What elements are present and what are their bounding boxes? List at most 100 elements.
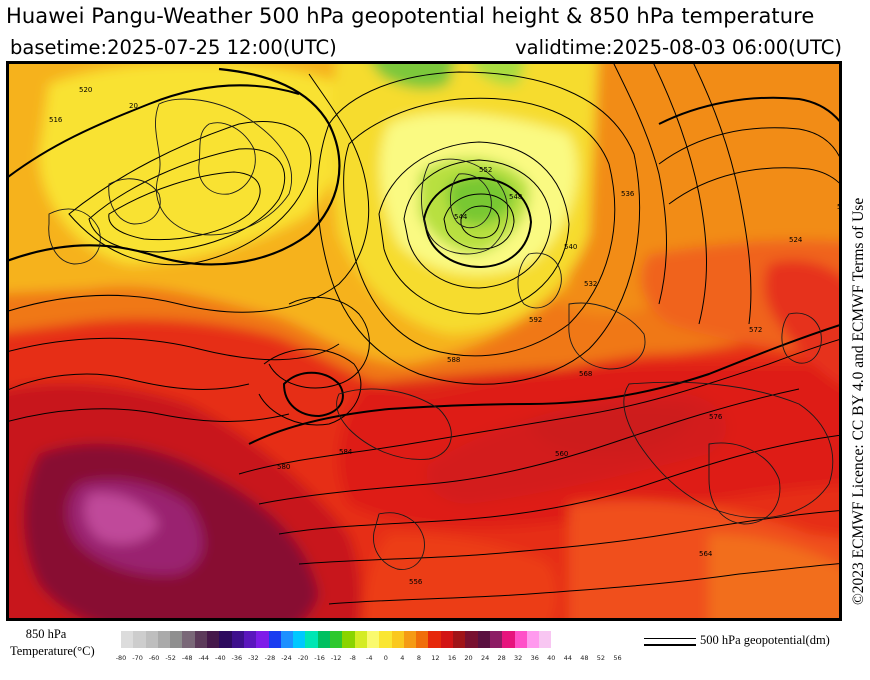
colorbar-swatch xyxy=(526,631,540,648)
contour-value-label: 552 xyxy=(479,166,492,174)
colorbar-tick-label: -20 xyxy=(297,654,309,662)
contour-value-label: 564 xyxy=(699,550,713,558)
contour-value-label: 560 xyxy=(555,450,568,458)
colorbar-swatch xyxy=(453,631,466,648)
colorbar-swatch xyxy=(366,631,380,648)
contour-value-label: 548 xyxy=(509,193,522,201)
contour-labels: 592 588 584 580 576 572 568 564 560 556 552 548 544 5… xyxy=(49,86,839,586)
colorbar-swatch xyxy=(145,631,158,648)
colorbar-swatch xyxy=(170,631,183,648)
contour-value-label: 576 xyxy=(709,413,723,421)
colorbar-swatch xyxy=(268,631,281,648)
contour-value-label: 568 xyxy=(579,370,592,378)
colorbar-tick-label: -48 xyxy=(181,654,193,662)
colorbar-tick-label: 0 xyxy=(383,654,388,662)
colorbar-swatch xyxy=(207,631,220,648)
colorbar-swatch xyxy=(539,631,552,648)
colorbar-swatch xyxy=(403,631,417,648)
contour-value-label: 528 xyxy=(837,203,839,211)
colorbar-tick-label: 16 xyxy=(447,654,457,662)
colorbar-tick-label: 36 xyxy=(530,654,539,662)
legend-label-line2: Temperature(°C) xyxy=(10,644,95,658)
contour-value-label: 588 xyxy=(447,356,460,364)
colorbar-tick-label: 56 xyxy=(613,654,622,662)
geopotential-contours xyxy=(9,64,839,605)
geopotential-legend-line-thick xyxy=(644,644,696,646)
colorbar-tick-label: -28 xyxy=(264,654,276,662)
colorbar-swatch xyxy=(391,631,404,648)
contour-value-label: 592 xyxy=(529,316,542,324)
contour-value-label: 556 xyxy=(409,578,423,586)
legend-label-line1: 850 hPa xyxy=(25,627,67,641)
colorbar-swatch xyxy=(342,631,355,648)
colorbar-tick-label: -80 xyxy=(115,654,127,662)
colorbar-tick-label: -36 xyxy=(231,654,243,662)
contour-value-label: 520 xyxy=(79,86,92,94)
colorbar-tick-label: -60 xyxy=(148,654,160,662)
colorbar-swatch xyxy=(157,631,171,648)
colorbar-tick-label: -52 xyxy=(165,654,176,662)
geopotential-legend-line-thin xyxy=(644,638,696,639)
weather-map: 592 588 584 580 576 572 568 564 560 556 552 548 544 5… xyxy=(6,61,842,621)
temperature-field xyxy=(9,64,839,618)
colorbar-tick-label: 52 xyxy=(596,654,606,662)
colorbar-swatch xyxy=(489,631,503,648)
geopotential-legend-label: 500 hPa geopotential(dm) xyxy=(700,633,830,647)
colorbar-swatch xyxy=(293,631,306,648)
colorbar-swatch xyxy=(133,631,146,648)
contour-value-label: 544 xyxy=(454,213,468,221)
contour-value-label: 20 xyxy=(129,102,138,110)
colorbar-ticks: -80 -70 -60 -52 -48 -44 -40 -36 -32 -28 -24 -20 -16-… xyxy=(113,654,633,666)
contour-value-label: 516 xyxy=(49,116,63,124)
colorbar-tick-label: 40 xyxy=(547,654,556,662)
contour-value-label: 524 xyxy=(789,236,803,244)
colorbar-swatch xyxy=(231,631,244,648)
colorbar-swatch xyxy=(379,631,392,648)
colorbar-swatch xyxy=(477,631,490,648)
colorbar-tick-label: 20 xyxy=(464,654,473,662)
colorbar-swatch xyxy=(330,631,343,648)
map-canvas: 592 588 584 580 576 572 568 564 560 556 552 548 544 5… xyxy=(9,64,839,618)
colorbar-tick-label: -70 xyxy=(132,654,143,662)
basetime-label: basetime:2025-07-25 12:00(UTC) xyxy=(10,36,337,59)
temperature-colorbar xyxy=(121,631,552,648)
chart-title: Huawei Pangu-Weather 500 hPa geopotentia… xyxy=(6,4,815,28)
colorbar-tick-label: 28 xyxy=(497,654,506,662)
contour-value-label: 532 xyxy=(584,280,597,288)
colorbar-tick-label: 32 xyxy=(514,654,523,662)
colorbar-swatch xyxy=(219,631,232,648)
colorbar-swatch xyxy=(354,631,367,648)
contour-value-label: 572 xyxy=(749,326,762,334)
colorbar-tick-label: 8 xyxy=(416,654,421,662)
geopotential-legend: 500 hPa geopotential(dm) xyxy=(640,633,855,653)
contour-value-label: 584 xyxy=(339,448,353,456)
contour-value-label: 540 xyxy=(564,243,577,251)
colorbar-swatch xyxy=(428,631,441,648)
contour-value-label: 580 xyxy=(277,463,290,471)
colorbar-swatch xyxy=(182,631,195,648)
colorbar-swatch xyxy=(514,631,527,648)
colorbar-swatch xyxy=(416,631,429,648)
licence-text: ©2023 ECMWF Licence: CC BY 4.0 and ECMWF… xyxy=(850,197,867,605)
colorbar-swatch xyxy=(305,631,318,648)
colorbar-tick-label: -12 xyxy=(330,654,342,662)
colorbar-tick-label: -44 xyxy=(198,654,210,662)
colorbar-tick-label: -32 xyxy=(248,654,259,662)
colorbar-swatch xyxy=(280,631,294,648)
colorbar-swatch xyxy=(243,631,257,648)
colorbar-tick-label: 48 xyxy=(580,654,589,662)
validtime-label: validtime:2025-08-03 06:00(UTC) xyxy=(515,36,842,59)
colorbar-swatch xyxy=(194,631,208,648)
colorbar-tick-label: -16 xyxy=(314,654,325,662)
colorbar-swatch xyxy=(317,631,331,648)
colorbar-tick-label: 4 xyxy=(400,654,405,662)
colorbar-tick-label: 24 xyxy=(480,654,490,662)
colorbar-swatch xyxy=(256,631,269,648)
colorbar-swatch xyxy=(121,631,134,648)
colorbar-swatch xyxy=(465,631,478,648)
colorbar-tick-label: -8 xyxy=(349,654,356,662)
colorbar-tick-label: -24 xyxy=(281,654,292,662)
colorbar-tick-label: -4 xyxy=(366,654,373,662)
colorbar-tick-label: -40 xyxy=(214,654,226,662)
legend-label: 850 hPa Temperature(°C) xyxy=(10,626,95,660)
